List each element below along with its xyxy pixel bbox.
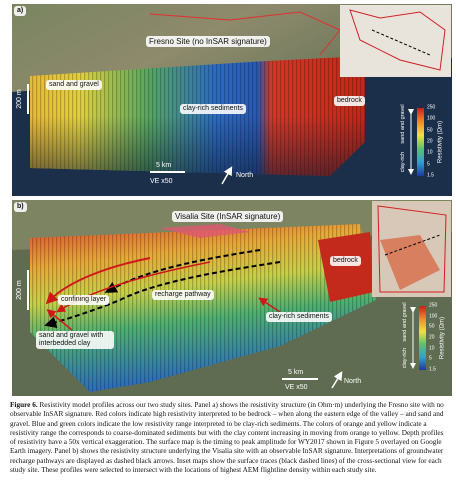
panel-title: Visalia Site (InSAR signature) bbox=[172, 211, 284, 223]
colorbar-tick-label: 1.5 bbox=[429, 366, 436, 373]
annotation: bedrock bbox=[330, 256, 361, 267]
vertical-exaggeration: VE x50 bbox=[285, 384, 308, 391]
distance-scale: 5 km bbox=[288, 369, 304, 376]
colorbar-tick-label: 5 bbox=[427, 161, 430, 168]
panel-b-pointer bbox=[46, 309, 73, 331]
panel-b-north-arrow bbox=[331, 371, 343, 389]
annotation: clay-rich sediments bbox=[266, 312, 332, 323]
colorbar-tick-label: 1.5 bbox=[427, 172, 434, 179]
colorbar-tick-label: 50 bbox=[427, 127, 433, 134]
panel-a-colorbar bbox=[417, 108, 424, 176]
panel-title: Fresno Site (no InSAR signature) bbox=[146, 36, 270, 48]
panel-b-red-arrow bbox=[45, 257, 151, 305]
colorbar-title: Resistivity (Ωm) bbox=[437, 120, 444, 164]
colorbar-tick-label: 50 bbox=[429, 323, 435, 330]
colorbar-high: sand and gravel bbox=[399, 104, 406, 144]
caption-label: Figure 6. bbox=[10, 401, 38, 409]
panel-a-profile-shade bbox=[30, 56, 365, 176]
figure-caption: Figure 6. Resistivity model profiles acr… bbox=[10, 401, 450, 475]
colorbar-tick-label: 20 bbox=[427, 138, 433, 145]
caption-text: Resistivity model profiles across our tw… bbox=[10, 401, 444, 475]
panel-b-bedrock bbox=[318, 232, 374, 302]
colorbar-low: clay-rich bbox=[401, 347, 408, 369]
depth-scale: 200 m bbox=[15, 280, 23, 300]
panel-a-north-arrow bbox=[221, 166, 233, 185]
colorbar-title: Resistivity (Ωm) bbox=[439, 316, 446, 360]
panel-b-recharge-arrow bbox=[44, 261, 281, 329]
distance-scale: 5 km bbox=[156, 162, 172, 169]
panel-b-inset-outline bbox=[377, 205, 447, 293]
panel-b-inset-amplitude bbox=[380, 235, 440, 290]
colorbar-tick-label: 250 bbox=[429, 302, 438, 309]
panel-label: a) bbox=[14, 6, 27, 17]
colorbar-tick-label: 100 bbox=[429, 313, 438, 320]
panel-label: b) bbox=[14, 202, 27, 213]
panel-a-site-outline bbox=[149, 11, 341, 56]
colorbar-tick-label: 20 bbox=[429, 334, 435, 341]
colorbar-tick-label: 100 bbox=[427, 115, 436, 122]
annotation: confining layer bbox=[58, 295, 110, 306]
annotation: recharge pathway bbox=[152, 290, 214, 301]
north-label: North bbox=[344, 378, 362, 385]
annotation: bedrock bbox=[334, 96, 365, 107]
depth-scale: 200 m bbox=[15, 89, 23, 109]
annotation: sand and gravel with interbedded clay bbox=[36, 331, 114, 350]
panel-b-surface-signal bbox=[160, 224, 250, 238]
colorbar-high: sand and gravel bbox=[401, 302, 408, 342]
north-label: North bbox=[236, 172, 254, 179]
colorbar-low: clay-rich bbox=[399, 151, 406, 173]
panel-b-pointer bbox=[258, 297, 281, 313]
panel-a-inset-map bbox=[340, 5, 451, 77]
panel-a-inset-trace bbox=[371, 29, 431, 56]
colorbar-tick-label: 10 bbox=[427, 149, 433, 156]
colorbar-tick-label: 10 bbox=[429, 345, 435, 352]
annotation: clay-rich sediments bbox=[180, 104, 246, 115]
colorbar-tick-label: 5 bbox=[429, 355, 432, 362]
annotation: sand and gravel bbox=[46, 80, 102, 91]
colorbar-tick-label: 250 bbox=[427, 104, 436, 111]
vertical-exaggeration: VE x50 bbox=[150, 178, 173, 185]
panel-a-inset-outline bbox=[349, 9, 446, 71]
panel-b-colorbar bbox=[419, 306, 426, 370]
